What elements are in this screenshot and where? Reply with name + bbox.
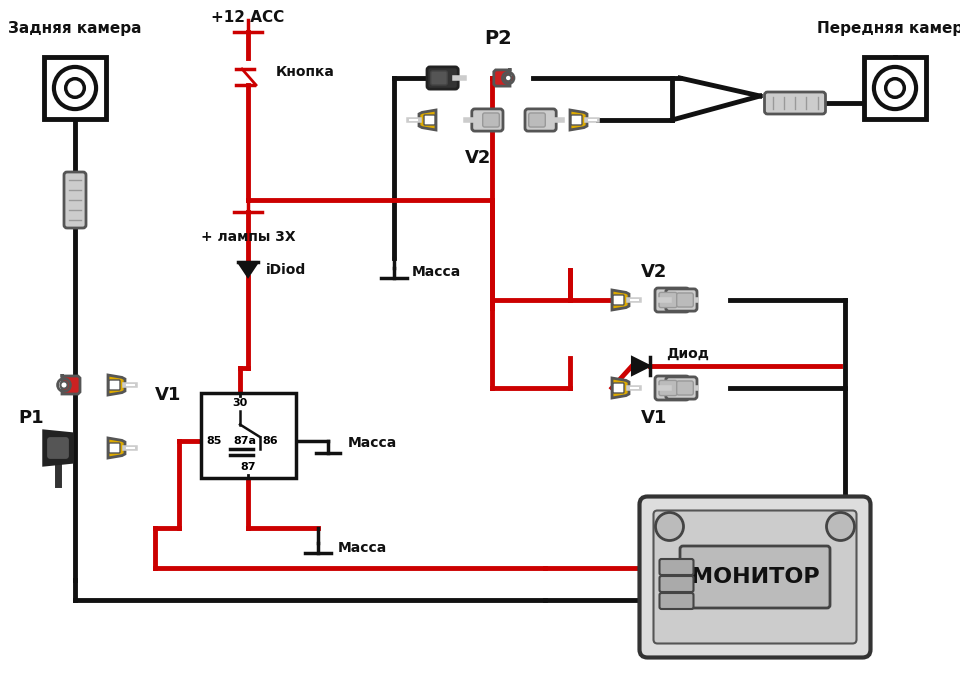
FancyBboxPatch shape [764,92,826,114]
Polygon shape [612,290,629,310]
FancyBboxPatch shape [427,67,458,89]
Polygon shape [238,262,258,277]
Text: 87: 87 [240,463,255,473]
Circle shape [656,512,684,540]
Polygon shape [108,438,125,458]
Text: Диод: Диод [666,347,708,361]
Circle shape [65,78,84,97]
FancyBboxPatch shape [431,71,447,85]
Circle shape [827,512,854,540]
FancyBboxPatch shape [660,559,693,575]
Text: V1: V1 [641,409,667,427]
Text: Задняя камера: Задняя камера [9,20,142,36]
Polygon shape [493,68,510,86]
Text: 30: 30 [232,398,248,407]
Bar [864,57,926,119]
Text: V1: V1 [155,386,181,404]
Text: 85: 85 [206,436,222,446]
FancyBboxPatch shape [677,381,693,395]
Polygon shape [632,357,650,375]
FancyBboxPatch shape [660,576,693,592]
Text: Передняя камера: Передняя камера [817,20,960,36]
Text: iDiod: iDiod [266,263,306,277]
Polygon shape [108,375,125,395]
FancyBboxPatch shape [666,289,697,311]
FancyBboxPatch shape [655,288,689,312]
Circle shape [874,67,916,109]
Text: МОНИТОР: МОНИТОР [690,567,819,587]
FancyBboxPatch shape [525,109,556,131]
Bar [201,393,296,477]
FancyBboxPatch shape [613,295,624,305]
Text: + лампы 3Х: + лампы 3Х [201,230,296,244]
Text: Масса: Масса [412,265,461,279]
Polygon shape [419,110,436,130]
Text: 86: 86 [262,436,277,446]
Polygon shape [612,378,629,398]
FancyBboxPatch shape [571,115,582,125]
Text: +12 ACC: +12 ACC [211,10,284,25]
Text: V2: V2 [465,149,492,167]
Circle shape [505,75,512,81]
FancyBboxPatch shape [529,113,545,127]
FancyBboxPatch shape [64,172,86,228]
Polygon shape [570,110,587,130]
FancyBboxPatch shape [109,380,120,390]
FancyBboxPatch shape [654,510,856,643]
Bar [44,57,106,119]
FancyBboxPatch shape [680,546,830,608]
Text: V2: V2 [641,263,667,281]
FancyBboxPatch shape [424,115,435,125]
FancyBboxPatch shape [109,443,120,453]
Polygon shape [62,374,80,394]
Circle shape [886,78,904,97]
FancyBboxPatch shape [660,593,693,609]
Text: 87a: 87a [233,436,256,446]
FancyBboxPatch shape [655,376,689,400]
FancyBboxPatch shape [639,496,871,657]
Text: Кнопка: Кнопка [276,65,335,79]
FancyBboxPatch shape [471,109,503,131]
FancyBboxPatch shape [666,377,697,399]
FancyBboxPatch shape [48,438,68,458]
Polygon shape [44,431,72,465]
Text: Масса: Масса [338,541,387,555]
FancyBboxPatch shape [677,293,693,307]
Text: Масса: Масса [348,436,396,450]
Text: P2: P2 [484,29,512,48]
Circle shape [54,67,96,109]
FancyBboxPatch shape [659,293,677,307]
FancyBboxPatch shape [483,113,499,127]
Circle shape [60,382,67,388]
FancyBboxPatch shape [613,383,624,393]
Text: P1: P1 [18,409,43,427]
FancyBboxPatch shape [659,380,677,395]
